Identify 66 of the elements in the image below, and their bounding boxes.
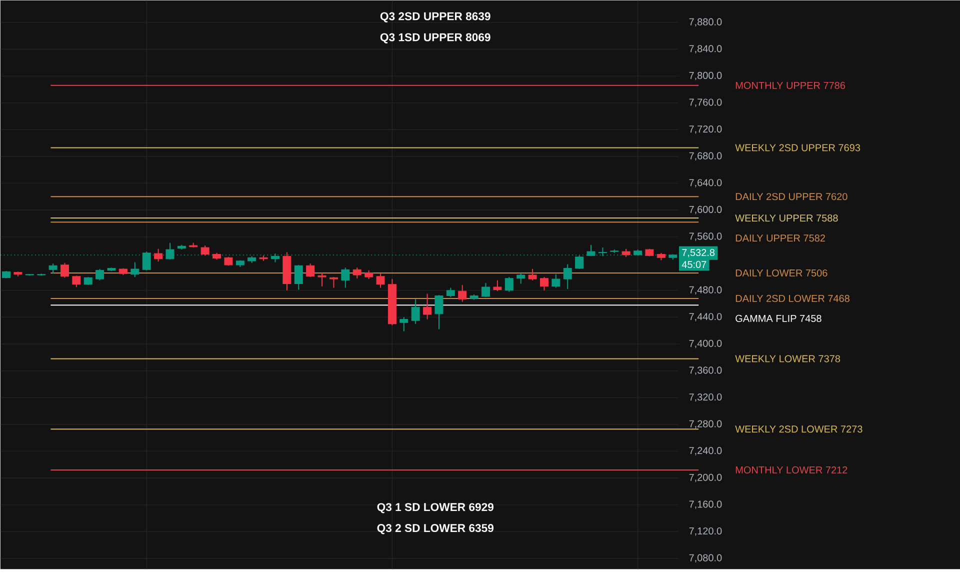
candlestick [352, 267, 362, 279]
ref-line-label: DAILY UPPER 7582 [736, 234, 825, 242]
candlestick [142, 250, 151, 271]
ref-line-label: DAILY 2SD LOWER 7468 [736, 294, 850, 302]
candlestick [96, 268, 104, 281]
candlestick [306, 262, 315, 278]
candlestick [552, 274, 560, 288]
y-tick-label: 7,320.0 [689, 393, 722, 402]
candlestick [318, 272, 326, 287]
y-tick-label: 7,640.0 [689, 178, 722, 188]
y-tick-label: 7,360.0 [689, 366, 722, 375]
text: 45:07 [682, 260, 706, 268]
candlestick [516, 272, 526, 284]
y-tick-label: 7,560.0 [689, 232, 722, 241]
ref-line-label: DAILY 2SD UPPER 7620 [736, 192, 848, 200]
candlestick [376, 273, 385, 288]
y-tick-label: 7,480.0 [689, 286, 722, 294]
ref-line-label: WEEKLY 2SD LOWER 7273 [735, 425, 862, 433]
candlestick [540, 276, 548, 291]
candlestick [434, 294, 444, 330]
candlestick [504, 276, 514, 292]
candlestick [423, 293, 432, 320]
y-tick-label: 7,080.0 [689, 554, 722, 562]
y-tick-label: 7,720.0 [689, 125, 722, 134]
y-tick-label: 7,800.0 [689, 72, 722, 80]
candlestick [446, 287, 455, 298]
y-tick-label: 7,880.0 [689, 18, 722, 26]
candlestick [482, 282, 490, 298]
y-tick-label: 7,240.0 [689, 446, 722, 456]
candlestick [130, 262, 140, 278]
candlestick [60, 262, 69, 278]
candlestick [329, 276, 338, 288]
candlestick [294, 264, 303, 290]
y-tick-label: 7,840.0 [689, 44, 722, 54]
y-tick-label: 7,400.0 [689, 340, 722, 348]
candlestick [200, 244, 210, 256]
annotation: Q3 2SD UPPER 8639 [380, 12, 490, 22]
candlestick [72, 275, 81, 288]
candlestick [341, 267, 350, 288]
candlestick [400, 316, 408, 332]
candlestick [493, 280, 502, 292]
y-tick-label: 7,160.0 [689, 500, 722, 509]
candlestick [48, 262, 58, 274]
annotation: Q3 2 SD LOWER 6359 [377, 524, 494, 534]
candlestick [528, 268, 537, 281]
candlestick [563, 264, 572, 290]
annotation: Q3 1SD UPPER 8069 [380, 33, 490, 44]
y-tick-label: 7,760.0 [689, 98, 722, 107]
candlestick [154, 248, 163, 262]
y-tick-label: 7,440.0 [689, 312, 722, 322]
candlestick [411, 298, 420, 324]
ref-line-label: WEEKLY LOWER 7378 [735, 355, 840, 362]
ref-line-label: WEEKLY 2SD UPPER 7693 [735, 144, 860, 152]
y-tick-label: 7,680.0 [689, 152, 722, 160]
ref-line-label: DAILY LOWER 7506 [736, 269, 828, 276]
y-tick-label: 7,200.0 [689, 474, 722, 482]
ref-line-label: MONTHLY LOWER 7212 [736, 466, 848, 474]
ref-line-label: GAMMA FLIP 7458 [736, 314, 822, 322]
candlestick [458, 284, 467, 302]
ref-line-label: WEEKLY UPPER 7588 [735, 214, 838, 222]
ref-line-label: MONTHLY UPPER 7786 [736, 82, 846, 89]
y-tick-label: 7,120.0 [689, 527, 722, 536]
y-tick-label: 7,600.0 [689, 206, 722, 214]
y-tick-label: 7,280.0 [689, 420, 722, 428]
ref-line-label: 7,532.8 [682, 248, 715, 258]
annotation: Q3 1 SD LOWER 6929 [377, 502, 494, 514]
